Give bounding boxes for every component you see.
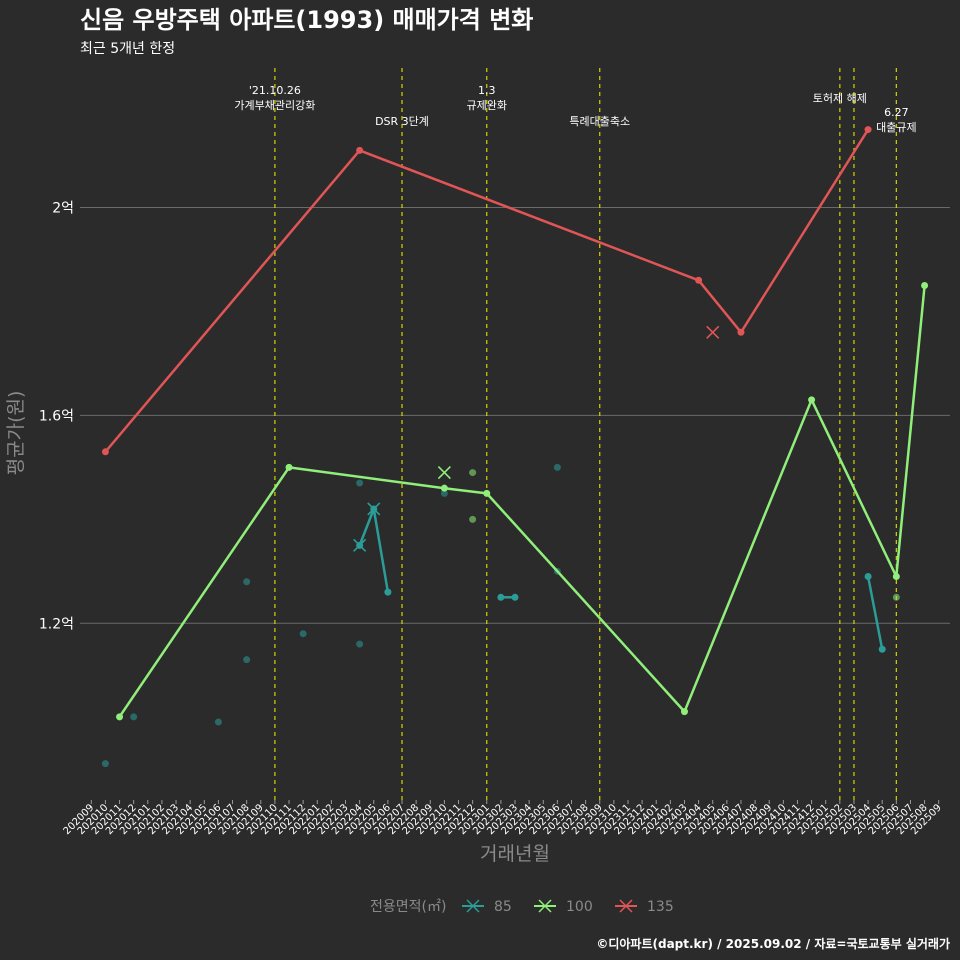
line-point: [808, 396, 816, 404]
line-point: [356, 146, 364, 154]
line-point: [695, 276, 703, 284]
line-point: [440, 484, 448, 492]
line-point: [892, 573, 900, 581]
line-point: [101, 448, 109, 456]
chart-caption: ©디아파트(dapt.kr) / 2025.09.02 / 자료=국토교통부 실…: [596, 936, 950, 951]
event-label: 규제완화: [467, 99, 507, 112]
scatter-point: [440, 489, 448, 497]
scatter-point: [299, 630, 307, 638]
line-point: [483, 489, 491, 497]
scatter-point: [130, 713, 138, 721]
line-point: [864, 573, 872, 581]
line-point: [285, 463, 293, 471]
line-point: [116, 713, 124, 721]
event-label: 6.27: [884, 106, 909, 119]
legend-swatch-cross: [538, 899, 552, 913]
cross-marker: [353, 538, 367, 552]
series-line: [118, 285, 926, 718]
line-point: [737, 328, 745, 336]
cross-marker: [367, 502, 381, 516]
cross-marker: [437, 466, 451, 480]
scatter-point: [101, 760, 109, 768]
y-tick-label: 2억: [52, 201, 74, 217]
scatter-point: [469, 469, 477, 477]
series-135: [101, 126, 872, 456]
legend-label: 85: [494, 899, 512, 915]
line-point: [921, 281, 929, 289]
line-point: [384, 588, 392, 596]
legend-title: 전용면적(㎡): [370, 899, 446, 915]
legend: 전용면적(㎡) 85 100 135: [370, 899, 674, 915]
line-point: [878, 645, 886, 653]
event-label: 대출규제: [876, 121, 916, 134]
series-100: [116, 281, 929, 721]
event-label: DSR 3단계: [375, 115, 429, 128]
scatter-point: [892, 593, 900, 601]
scatter-point: [214, 718, 222, 726]
scatter-point: [469, 515, 477, 523]
series-85: [101, 463, 886, 768]
legend-label: 100: [566, 899, 593, 915]
scatter-point: [356, 640, 364, 648]
legend-swatch-cross: [466, 899, 480, 913]
legend-label: 135: [647, 899, 674, 915]
series-line: [866, 576, 884, 650]
event-label: 가계부채관리강화: [234, 99, 315, 112]
scatter-point: [243, 578, 251, 586]
scatter-point: [243, 656, 251, 664]
y-axis-title: 평균가(원): [5, 391, 27, 476]
line-point: [497, 593, 505, 601]
y-tick-label: 1.6억: [39, 408, 74, 424]
x-axis-ticks: 2020092020102020112020122021012021022021…: [62, 800, 944, 837]
event-label: 1.3: [478, 84, 496, 97]
chart-title: 신음 우방주택 아파트(1993) 매매가격 변화: [80, 6, 533, 34]
chart-subtitle: 최근 5개년 한정: [80, 41, 175, 57]
line-point: [680, 708, 688, 716]
data-series: [101, 126, 929, 768]
legend-swatch-cross: [619, 899, 633, 913]
x-axis-title: 거래년월: [480, 843, 550, 865]
event-label: '21.10.26: [249, 84, 301, 97]
y-tick-label: 1.2억: [39, 616, 74, 632]
scatter-point: [356, 479, 364, 487]
cross-marker: [706, 325, 720, 339]
event-label: 특례대출축소: [569, 115, 630, 128]
line-point: [864, 126, 872, 134]
scatter-point: [553, 463, 561, 471]
event-label: 토허제 해제: [813, 91, 867, 105]
line-point: [511, 593, 519, 601]
y-axis-ticks: 1.2억 1.6억 2억: [39, 201, 74, 633]
